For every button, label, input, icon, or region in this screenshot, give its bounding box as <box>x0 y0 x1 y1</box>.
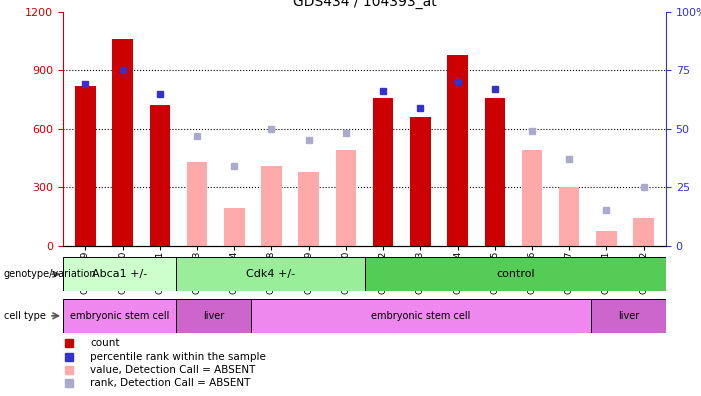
Text: liver: liver <box>618 311 639 321</box>
Text: Abca1 +/-: Abca1 +/- <box>92 269 147 279</box>
Text: count: count <box>90 338 120 348</box>
Text: embryonic stem cell: embryonic stem cell <box>70 311 170 321</box>
Text: cell type: cell type <box>4 311 46 321</box>
Text: liver: liver <box>203 311 224 321</box>
Text: Cdk4 +/-: Cdk4 +/- <box>246 269 295 279</box>
Bar <box>176 257 365 291</box>
Bar <box>299 171 319 246</box>
Bar <box>336 150 356 246</box>
Text: percentile rank within the sample: percentile rank within the sample <box>90 352 266 362</box>
Bar <box>559 187 580 246</box>
Bar <box>63 299 176 333</box>
Bar <box>187 162 207 246</box>
Bar <box>149 105 170 246</box>
Text: genotype/variation: genotype/variation <box>4 269 96 279</box>
Bar <box>447 55 468 246</box>
Bar <box>75 86 95 246</box>
Text: rank, Detection Call = ABSENT: rank, Detection Call = ABSENT <box>90 378 250 388</box>
Bar <box>252 299 590 333</box>
Text: embryonic stem cell: embryonic stem cell <box>372 311 471 321</box>
Text: value, Detection Call = ABSENT: value, Detection Call = ABSENT <box>90 365 256 375</box>
Bar <box>484 97 505 246</box>
Bar <box>261 166 282 246</box>
Bar <box>590 299 666 333</box>
Bar <box>634 218 654 246</box>
Bar <box>522 150 542 246</box>
Bar <box>365 257 666 291</box>
Text: control: control <box>496 269 535 279</box>
Bar <box>63 257 176 291</box>
Bar <box>112 39 133 246</box>
Title: GDS434 / 104393_at: GDS434 / 104393_at <box>292 0 437 10</box>
Bar <box>410 117 430 246</box>
Bar <box>373 97 393 246</box>
Bar <box>596 231 617 246</box>
Bar <box>176 299 252 333</box>
Bar <box>224 208 245 246</box>
